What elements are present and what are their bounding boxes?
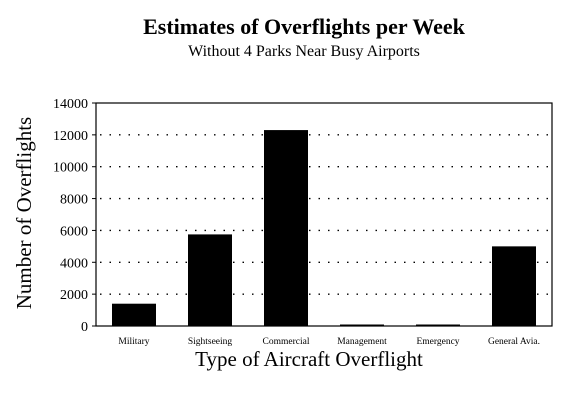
x-axis-categories: Military Sightseeing Commercial Management E…	[118, 337, 540, 347]
y-tick-label: 14000	[53, 97, 88, 112]
bar-commercial	[264, 130, 308, 326]
y-axis-ticks: 0 2000 4000 6000 8000 10000 12000 14000	[53, 97, 96, 335]
y-tick-label: 12000	[53, 129, 88, 144]
x-category-label: Military	[118, 337, 149, 347]
chart-subtitle: Without 4 Parks Near Busy Airports	[188, 43, 420, 60]
bar-general-avia	[492, 246, 536, 326]
y-tick-label: 2000	[60, 288, 88, 303]
x-category-label: Emergency	[416, 337, 459, 347]
y-tick-label: 6000	[60, 224, 88, 239]
y-axis-label: Number of Overflights	[12, 117, 36, 309]
gridlines	[100, 134, 548, 295]
chart-title: Estimates of Overflights per Week	[143, 14, 466, 39]
bars	[112, 130, 536, 326]
bar-management	[340, 324, 384, 326]
bar-sightseeing	[188, 234, 232, 326]
x-category-label: Sightseeing	[188, 337, 233, 347]
y-tick-label: 10000	[53, 161, 88, 176]
y-tick-label: 0	[81, 320, 88, 335]
x-axis-label: Type of Aircraft Overflight	[195, 347, 423, 371]
x-category-label: Management	[337, 337, 387, 347]
plot-area-frame	[95, 102, 553, 327]
y-tick-label: 4000	[60, 256, 88, 271]
bar-military	[112, 303, 156, 326]
x-category-label: Commercial	[263, 337, 310, 347]
x-category-label: General Avia.	[488, 337, 540, 347]
bar-emergency	[416, 324, 460, 326]
y-tick-label: 8000	[60, 193, 88, 208]
